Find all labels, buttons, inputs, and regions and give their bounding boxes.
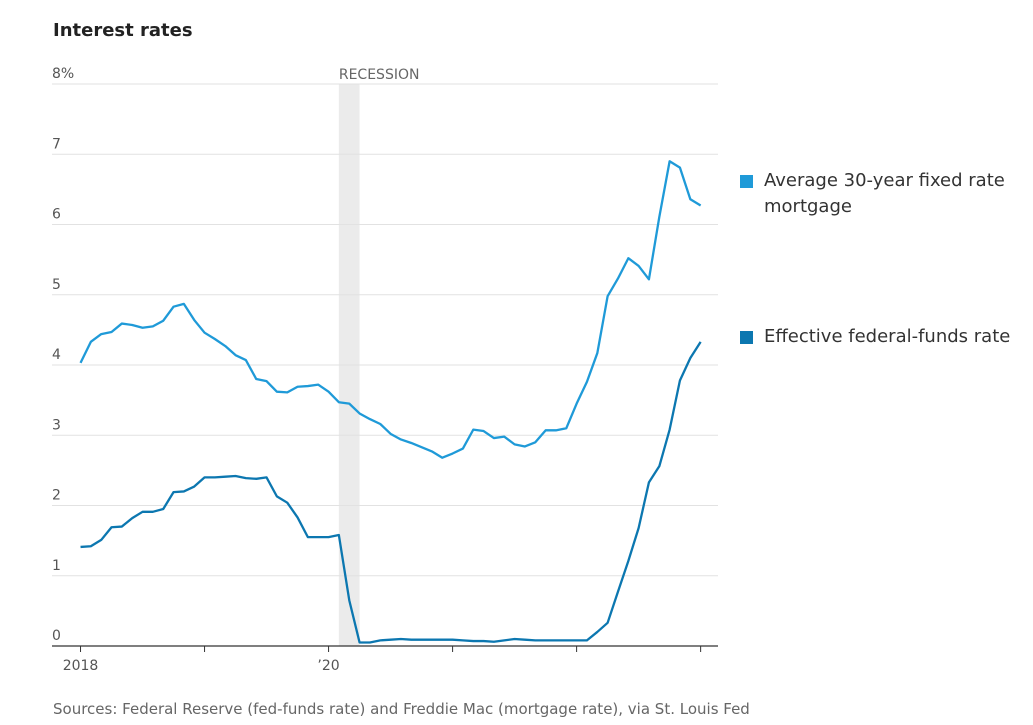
x-tick-label: ’20	[317, 658, 339, 674]
legend-label: Effective federal-funds rate	[764, 326, 1011, 347]
y-tick-label: 6	[52, 207, 61, 223]
y-tick-label: 8%	[52, 66, 74, 82]
y-tick-label: 5	[52, 277, 61, 293]
source: Sources: Federal Reserve (fed-funds rate…	[53, 700, 750, 718]
y-tick-label: 1	[52, 558, 61, 574]
y-tick-label: 2	[52, 488, 61, 504]
y-tick-label: 7	[52, 136, 61, 152]
y-tick-label: 0	[52, 628, 61, 644]
chart-title: Interest rates	[53, 20, 193, 41]
recession-label: RECESSION	[339, 67, 420, 83]
legend-swatch	[740, 331, 753, 344]
legend-swatch	[740, 175, 753, 188]
series-line	[79, 160, 702, 459]
legend-item: Effective federal-funds rate	[740, 324, 1033, 350]
y-tick-label: 3	[52, 417, 61, 433]
legend-item: Average 30-year fixed rate mortgage	[740, 168, 1033, 220]
series-line	[80, 341, 702, 644]
y-tick-label: 4	[52, 347, 61, 363]
x-tick-label: 2018	[63, 658, 99, 674]
legend-label: Average 30-year fixed rate mortgage	[764, 170, 1005, 217]
